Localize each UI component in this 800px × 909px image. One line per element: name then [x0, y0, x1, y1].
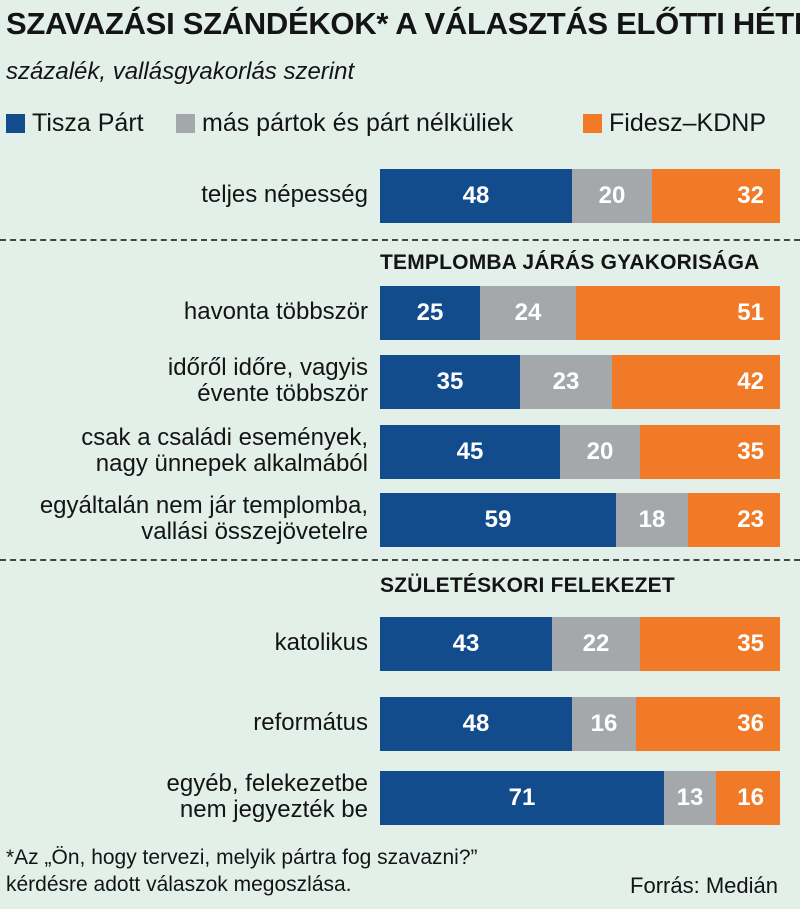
category-label: katolikus	[275, 630, 368, 656]
chart-subtitle: százalék, vallásgyakorlás szerint	[6, 58, 355, 85]
bar-segment-fidesz: 35	[640, 425, 780, 479]
category-label-line: időről időre, vagyis	[167, 354, 368, 381]
category-label-line: egyéb, felekezetbe	[166, 770, 368, 797]
section-divider	[0, 559, 800, 561]
bar-value-label: 16	[590, 710, 618, 737]
bar-value-label: 23	[552, 368, 580, 395]
legend-label-mas: más pártok és párt nélküliek	[202, 109, 514, 137]
bar-segment-fidesz: 16	[716, 771, 780, 825]
bar-segment-mas: 23	[520, 355, 612, 409]
footnote-line: kérdésre adott válaszok megoszlása.	[6, 873, 352, 896]
bar-value-label: 48	[462, 710, 490, 737]
bar-value-label: 13	[676, 784, 704, 811]
bar-value-label: 23	[737, 506, 764, 533]
bar-segment-tisza: 35	[380, 355, 520, 409]
bar-segment-tisza: 25	[380, 286, 480, 340]
legend: Tisza Párt más pártok és párt nélküliek …	[0, 100, 800, 140]
bar-segment-mas: 20	[572, 169, 652, 223]
bar-segment-mas: 22	[552, 617, 640, 671]
bar-segment-fidesz: 36	[636, 697, 780, 751]
category-label: időről időre, vagyis évente többször	[168, 355, 368, 407]
bar-segment-tisza: 48	[380, 169, 572, 223]
category-label-line: évente többször	[197, 380, 368, 407]
bar-segment-mas: 20	[560, 425, 640, 479]
bar-segment-fidesz: 23	[688, 493, 780, 547]
bar-value-label: 36	[737, 710, 764, 737]
category-label-line: nem jegyezték be	[179, 796, 368, 823]
bar-segment-fidesz: 51	[576, 286, 780, 340]
bar-value-label: 16	[737, 784, 764, 811]
bar-segment-tisza: 45	[380, 425, 560, 479]
source-credit: Forrás: Medián	[630, 873, 778, 898]
legend-label-tisza: Tisza Párt	[32, 109, 144, 137]
bar-segment-mas: 18	[616, 493, 688, 547]
category-label: református	[253, 710, 368, 736]
bar-value-label: 35	[436, 368, 464, 395]
bar-segment-tisza: 48	[380, 697, 572, 751]
bar-value-label: 48	[462, 182, 490, 209]
category-label-line: katolikus	[274, 629, 368, 656]
bar-value-label: 45	[456, 438, 484, 465]
category-label: havonta többször	[184, 299, 368, 325]
section-divider	[0, 239, 800, 241]
bar-segment-mas: 13	[664, 771, 716, 825]
category-label-line: teljes népesség	[201, 181, 368, 208]
bar-segment-tisza: 43	[380, 617, 552, 671]
bar-segment-mas: 16	[572, 697, 636, 751]
bar-segment-fidesz: 42	[612, 355, 780, 409]
bar-value-label: 20	[598, 182, 626, 209]
legend-swatch-fidesz	[583, 114, 602, 133]
category-label-line: egyáltalán nem jár templomba,	[39, 492, 368, 519]
category-label-line: nagy ünnepek alkalmából	[95, 450, 368, 477]
bar-value-label: 24	[514, 299, 542, 326]
category-label-line: havonta többször	[183, 298, 368, 325]
bar-value-label: 51	[737, 299, 764, 326]
legend-swatch-tisza	[6, 114, 25, 133]
bar-value-label: 20	[586, 438, 614, 465]
category-label: teljes népesség	[201, 182, 368, 208]
legend-label-fidesz: Fidesz–KDNP	[609, 109, 766, 137]
section-title-templom: TEMPLOMBA JÁRÁS GYAKORISÁGA	[380, 251, 760, 274]
bar-segment-fidesz: 35	[640, 617, 780, 671]
bar-value-label: 71	[508, 784, 536, 811]
category-label-line: református	[253, 709, 368, 736]
category-label-line: vallási összejövetelre	[141, 518, 368, 545]
category-label: egyéb, felekezetbe nem jegyezték be	[167, 771, 368, 823]
bar-segment-tisza: 59	[380, 493, 616, 547]
bar-segment-tisza: 71	[380, 771, 664, 825]
legend-swatch-mas	[176, 114, 195, 133]
bar-value-label: 35	[737, 438, 764, 465]
bar-value-label: 43	[452, 630, 480, 657]
bar-segment-fidesz: 32	[652, 169, 780, 223]
chart-title: SZAVAZÁSI SZÁNDÉKOK* A VÁLASZTÁS ELŐTTI …	[6, 6, 800, 41]
footnote-line: *Az „Ön, hogy tervezi, melyik pártra fog…	[6, 846, 478, 869]
section-title-felekezet: SZÜLETÉSKORI FELEKEZET	[380, 574, 675, 597]
category-label: csak a családi események, nagy ünnepek al…	[81, 425, 368, 477]
category-label-line: csak a családi események,	[81, 424, 368, 451]
category-label: egyáltalán nem jár templomba, vallási öss…	[40, 493, 368, 545]
bar-value-label: 42	[737, 368, 764, 395]
bar-value-label: 32	[737, 182, 764, 209]
bar-value-label: 35	[737, 630, 764, 657]
bar-segment-mas: 24	[480, 286, 576, 340]
bar-value-label: 59	[484, 506, 512, 533]
bar-value-label: 18	[638, 506, 666, 533]
bar-value-label: 25	[416, 299, 444, 326]
bar-value-label: 22	[582, 630, 610, 657]
footnote: *Az „Ön, hogy tervezi, melyik pártra fog…	[6, 844, 478, 898]
